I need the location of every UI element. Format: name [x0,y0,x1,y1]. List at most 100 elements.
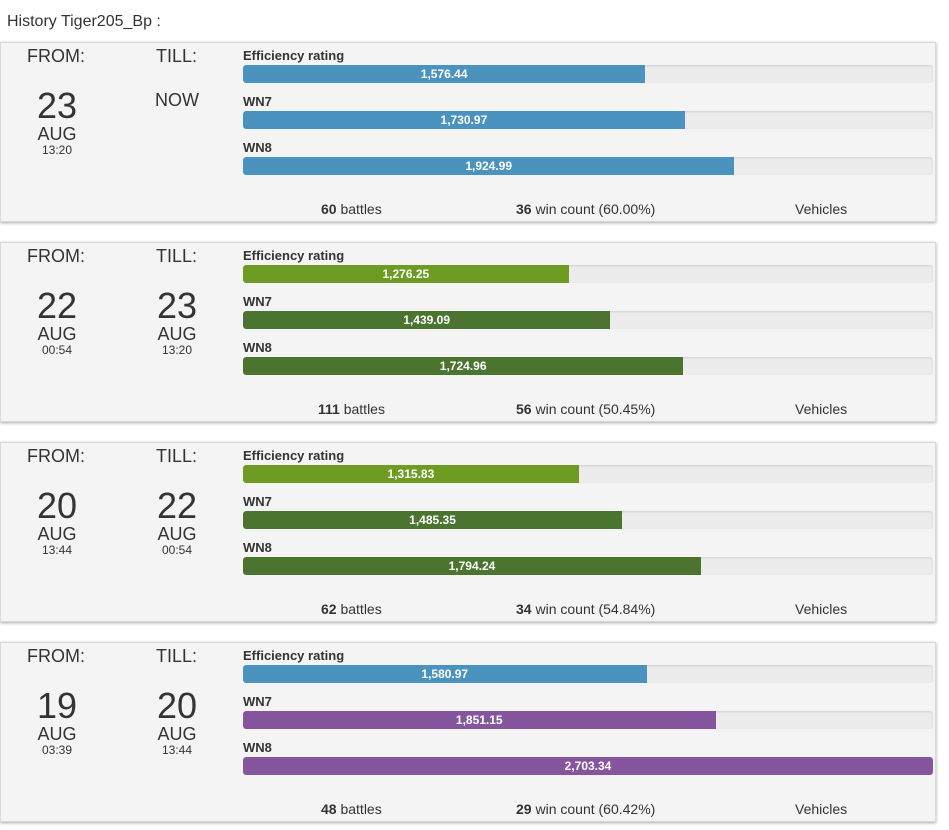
battles-suffix: battles [340,601,382,617]
wins-suffix: win count [535,601,595,617]
till-time: 13:44 [161,743,193,757]
till-label: TILL: [156,46,198,66]
battles-count: 48 battles [321,801,382,817]
wins-value: 56 [516,401,532,417]
from-time: 03:39 [41,743,73,757]
till-label: TILL: [156,646,198,666]
wn8-fill: 1,724.96 [243,357,684,375]
wn7-bar: 1,730.97 [243,111,933,129]
vehicles-link[interactable]: Vehicles [795,601,848,617]
history-card: FROM: TILL: 19 AUG 03:39 20 AUG 13:44 Ef… [0,642,936,822]
history-card: FROM: TILL: 23 AUG 13:20 NOW Efficiency … [0,42,936,222]
wn7-label: WN7 [243,694,272,709]
till-date: 22 AUG 00:54 [137,487,217,558]
battles-value: 48 [321,801,337,817]
till-day: 20 [156,685,198,726]
page-title: History Tiger205_Bp : [7,13,161,30]
win-percent: (54.84%) [598,601,656,617]
wn8-label: WN8 [243,340,272,355]
from-day: 19 [36,685,78,726]
win-count: 56 win count (50.45%) [516,401,655,417]
wn7-fill: 1,439.09 [243,311,611,329]
efficiency-label: Efficiency rating [243,48,345,63]
wn7-fill: 1,851.15 [243,711,716,729]
till-date: 20 AUG 13:44 [137,687,217,758]
efficiency-bar: 1,576.44 [243,65,933,83]
wn8-bar: 2,703.34 [243,757,933,775]
wn7-bar: 1,439.09 [243,311,933,329]
wins-suffix: win count [535,801,595,817]
history-card: FROM: TILL: 22 AUG 00:54 23 AUG 13:20 Ef… [0,242,936,422]
efficiency-label: Efficiency rating [243,248,345,263]
win-count: 34 win count (54.84%) [516,601,655,617]
till-month: AUG [157,324,197,344]
till-label: TILL: [156,446,198,466]
wn7-bar: 1,485.35 [243,511,933,529]
from-month: AUG [37,324,77,344]
till-month: AUG [157,724,197,744]
wn8-fill: 1,794.24 [243,557,701,575]
wn8-bar: 1,794.24 [243,557,933,575]
win-percent: (50.45%) [598,401,656,417]
wn8-fill: 1,924.99 [243,157,735,175]
win-count: 36 win count (60.00%) [516,201,655,217]
till-month: AUG [157,524,197,544]
wn7-fill: 1,485.35 [243,511,623,529]
wins-suffix: win count [535,401,595,417]
vehicles-link[interactable]: Vehicles [795,801,848,817]
wn8-bar: 1,724.96 [243,357,933,375]
from-label: FROM: [27,446,85,466]
from-month: AUG [37,524,77,544]
from-label: FROM: [27,246,85,266]
win-count: 29 win count (60.42%) [516,801,655,817]
from-day: 23 [36,85,78,126]
till-date: 23 AUG 13:20 [137,287,217,358]
wn7-label: WN7 [243,494,272,509]
efficiency-fill: 1,580.97 [243,665,647,683]
from-month: AUG [37,124,77,144]
efficiency-fill: 1,276.25 [243,265,569,283]
till-time: 13:20 [161,343,193,357]
from-label: FROM: [27,46,85,66]
wins-value: 29 [516,801,532,817]
vehicles-link[interactable]: Vehicles [795,401,848,417]
wn8-label: WN8 [243,740,272,755]
win-percent: (60.42%) [598,801,656,817]
efficiency-label: Efficiency rating [243,448,345,463]
efficiency-label: Efficiency rating [243,648,345,663]
wins-suffix: win count [535,201,595,217]
from-date: 22 AUG 00:54 [17,287,97,358]
till-time: 00:54 [161,543,193,557]
wins-value: 34 [516,601,532,617]
vehicles-link[interactable]: Vehicles [795,201,848,217]
battles-suffix: battles [343,401,385,417]
battles-suffix: battles [340,201,382,217]
wn8-fill: 2,703.34 [243,757,933,775]
efficiency-bar: 1,580.97 [243,665,933,683]
battles-value: 111 [318,401,340,417]
wn7-bar: 1,851.15 [243,711,933,729]
from-time: 13:44 [41,543,73,557]
efficiency-fill: 1,315.83 [243,465,579,483]
till-day: 22 [156,485,198,526]
till-now: NOW [155,90,199,110]
wn8-label: WN8 [243,140,272,155]
from-date: 20 AUG 13:44 [17,487,97,558]
wn7-label: WN7 [243,294,272,309]
efficiency-bar: 1,276.25 [243,265,933,283]
till-day: 23 [156,285,198,326]
from-time: 00:54 [41,343,73,357]
wn8-label: WN8 [243,540,272,555]
from-day: 20 [36,485,78,526]
wn8-bar: 1,924.99 [243,157,933,175]
wn7-fill: 1,730.97 [243,111,685,129]
battles-suffix: battles [340,801,382,817]
wins-value: 36 [516,201,532,217]
efficiency-bar: 1,315.83 [243,465,933,483]
win-percent: (60.00%) [598,201,656,217]
battles-value: 60 [321,201,337,217]
till-label: TILL: [156,246,198,266]
battles-count: 62 battles [321,601,382,617]
battles-value: 62 [321,601,337,617]
from-time: 13:20 [41,143,73,157]
